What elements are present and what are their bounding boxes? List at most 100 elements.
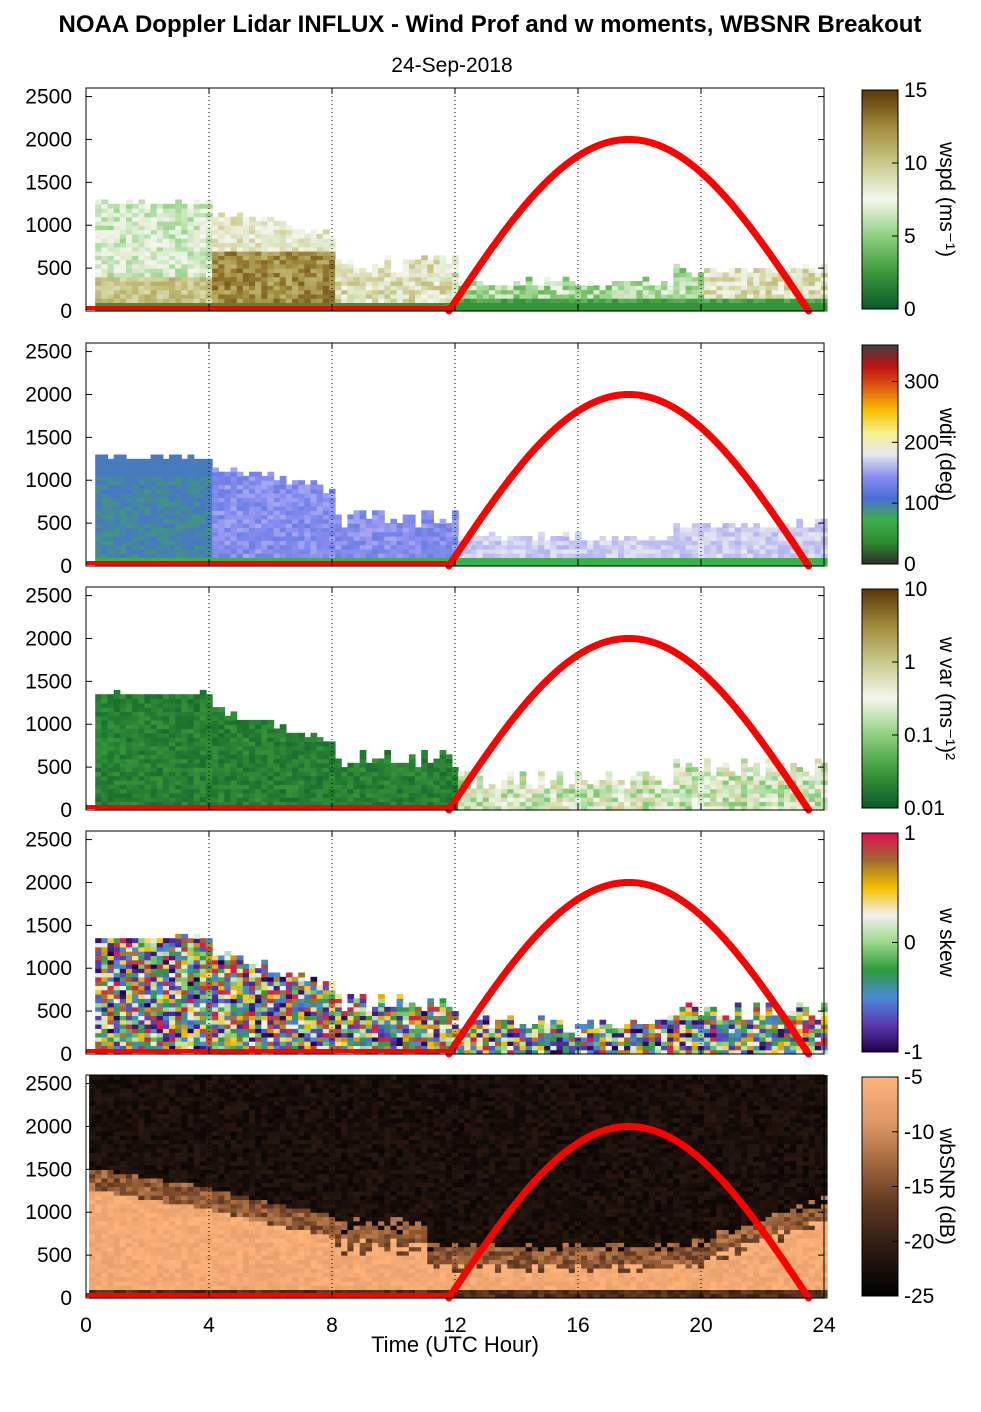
heatmap-cell bbox=[95, 216, 102, 222]
heatmap-cell bbox=[162, 268, 170, 273]
heatmap-cell bbox=[285, 758, 293, 764]
heatmap-cell bbox=[765, 775, 773, 781]
heatmap-cell bbox=[175, 506, 182, 511]
heatmap-cell bbox=[101, 506, 109, 511]
heatmap-cell bbox=[230, 758, 238, 764]
heatmap-cell bbox=[224, 289, 232, 295]
heatmap-cell bbox=[132, 251, 139, 256]
heatmap-cell bbox=[113, 510, 121, 516]
heatmap-cell bbox=[747, 302, 754, 308]
heatmap-cell bbox=[550, 298, 558, 303]
heatmap-cell bbox=[408, 285, 416, 291]
heatmap-cell bbox=[285, 523, 293, 528]
heatmap-cell bbox=[236, 233, 244, 239]
heatmap-cell bbox=[476, 792, 484, 798]
heatmap-cell bbox=[150, 272, 158, 278]
heatmap-cell bbox=[525, 801, 533, 807]
heatmap-cell bbox=[298, 229, 305, 235]
heatmap-cell bbox=[378, 527, 385, 533]
heatmap-cell bbox=[175, 719, 182, 725]
heatmap-cell bbox=[212, 268, 219, 273]
heatmap-cell bbox=[236, 797, 244, 802]
heatmap-cell bbox=[261, 540, 268, 546]
heatmap-cell bbox=[113, 281, 121, 286]
heatmap-cell bbox=[335, 302, 342, 308]
heatmap-cell bbox=[261, 767, 268, 772]
heatmap-cell bbox=[273, 506, 281, 511]
heatmap-cell bbox=[691, 523, 699, 528]
heatmap-cell bbox=[372, 780, 379, 785]
heatmap-cell bbox=[187, 531, 195, 537]
heatmap-cell bbox=[224, 225, 232, 231]
heatmap-cell bbox=[396, 540, 404, 546]
heatmap-cell bbox=[144, 523, 152, 528]
heatmap-cell bbox=[132, 506, 139, 511]
heatmap-cell bbox=[427, 276, 434, 282]
heatmap-cell bbox=[144, 238, 152, 243]
heatmap-cell bbox=[335, 762, 342, 768]
heatmap-cell bbox=[298, 281, 305, 286]
heatmap-cell bbox=[285, 251, 293, 256]
heatmap-cell bbox=[445, 276, 453, 282]
heatmap-cell bbox=[169, 557, 176, 563]
heatmap-cell bbox=[581, 293, 588, 299]
heatmap-cell bbox=[427, 263, 434, 269]
heatmap-cell bbox=[144, 493, 152, 498]
heatmap-cell bbox=[378, 523, 385, 528]
heatmap-cell bbox=[458, 561, 465, 567]
heatmap-cell bbox=[162, 758, 170, 764]
heatmap-cell bbox=[169, 263, 176, 269]
heatmap-cell bbox=[261, 523, 268, 528]
heatmap-cell bbox=[261, 719, 268, 725]
heatmap-cell bbox=[611, 797, 619, 802]
heatmap-cell bbox=[242, 289, 250, 295]
heatmap-cell bbox=[476, 285, 484, 291]
heatmap-cell bbox=[304, 293, 311, 299]
heatmap-cell bbox=[285, 289, 293, 295]
heatmap-cell bbox=[734, 272, 742, 278]
heatmap-cell bbox=[704, 771, 711, 777]
heatmap-cell bbox=[249, 510, 256, 516]
heatmap-cell bbox=[322, 510, 330, 516]
heatmap-cell bbox=[396, 285, 404, 291]
heatmap-cell bbox=[470, 797, 478, 802]
heatmap-cell bbox=[661, 302, 668, 308]
heatmap-cell bbox=[685, 784, 693, 790]
heatmap-cell bbox=[138, 208, 146, 213]
heatmap-cell bbox=[273, 754, 281, 760]
heatmap-cell bbox=[322, 281, 330, 286]
heatmap-cell bbox=[187, 488, 195, 494]
heatmap-cell bbox=[107, 531, 115, 537]
heatmap-cell bbox=[255, 758, 262, 764]
heatmap-cell bbox=[126, 233, 133, 239]
heatmap-cell bbox=[249, 557, 256, 563]
heatmap-cell bbox=[796, 272, 803, 278]
heatmap-cell bbox=[255, 540, 262, 546]
heatmap-cell bbox=[347, 259, 355, 265]
heatmap-cell bbox=[310, 762, 318, 768]
heatmap-cell bbox=[347, 771, 355, 777]
heatmap-cell bbox=[199, 255, 207, 261]
heatmap-cell bbox=[187, 246, 195, 252]
heatmap-cell bbox=[347, 544, 355, 550]
heatmap-cell bbox=[814, 518, 822, 524]
heatmap-cell bbox=[205, 754, 213, 760]
heatmap-cell bbox=[156, 293, 164, 299]
heatmap-cell bbox=[667, 788, 674, 794]
heatmap-cell bbox=[230, 518, 238, 524]
heatmap-cell bbox=[605, 548, 613, 554]
heatmap-cell bbox=[679, 557, 687, 563]
heatmap-cell bbox=[408, 531, 416, 537]
heatmap-cell bbox=[378, 775, 385, 781]
heatmap-cell bbox=[267, 544, 275, 550]
heatmap-cell bbox=[618, 780, 625, 785]
heatmap-cell bbox=[101, 263, 109, 269]
heatmap-cell bbox=[728, 548, 736, 554]
heatmap-cell bbox=[162, 702, 170, 708]
heatmap-cell bbox=[126, 272, 133, 278]
heatmap-cell bbox=[562, 276, 570, 282]
heatmap-cell bbox=[378, 544, 385, 550]
heatmap-cell bbox=[796, 784, 803, 790]
heatmap-cell bbox=[341, 285, 348, 291]
heatmap-cell bbox=[113, 689, 121, 695]
